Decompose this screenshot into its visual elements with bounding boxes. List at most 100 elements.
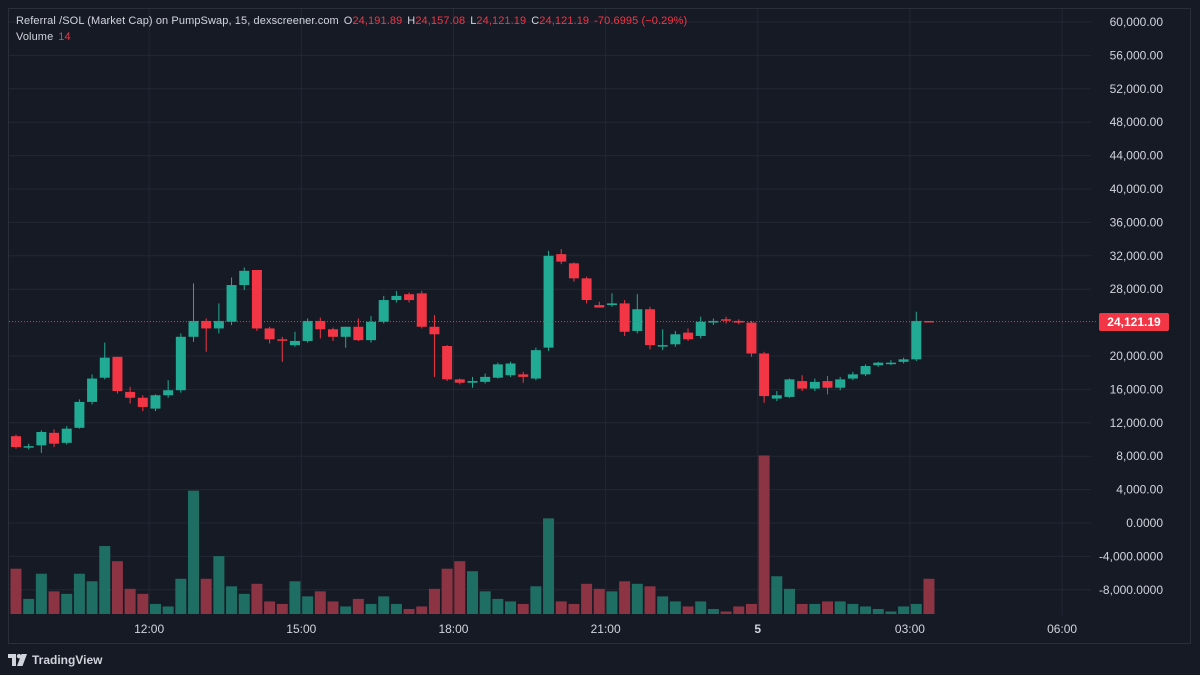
volume-bar	[73, 573, 85, 614]
volume-bar	[213, 556, 225, 614]
price-tick-label: 20,000.00	[1110, 349, 1164, 363]
volume-bar	[898, 606, 910, 614]
candle-body	[632, 309, 643, 331]
volume-bar	[822, 601, 834, 614]
low-key: L	[470, 15, 477, 27]
volume-bar	[733, 606, 745, 614]
price-axis[interactable]: 60,000.00 56,000.00 52,000.00 48,000.00 44,0…	[1099, 15, 1163, 597]
candle-body	[543, 255, 554, 348]
candle-body	[873, 362, 884, 366]
candle-body	[61, 428, 72, 443]
price-tick-label: 52,000.00	[1110, 82, 1164, 96]
volume-bar	[86, 581, 98, 614]
candle-body	[454, 379, 465, 383]
volume-bar	[619, 581, 631, 614]
close-key: C	[531, 15, 540, 27]
volume-bar	[771, 576, 783, 614]
candle-body	[264, 328, 275, 340]
candle-body	[328, 329, 338, 337]
volume-bar	[124, 588, 136, 614]
candle-body	[289, 340, 300, 346]
candle-body	[150, 395, 161, 409]
price-tick-label: 60,000.00	[1110, 15, 1164, 29]
candle-body	[188, 320, 199, 337]
candle-body	[505, 363, 516, 376]
volume-legend: Volume 14	[16, 31, 71, 43]
candle-body	[163, 390, 174, 396]
volume-bar	[847, 603, 859, 614]
volume-bar	[99, 546, 111, 614]
volume-bar	[226, 586, 238, 614]
candle-body	[860, 366, 871, 375]
volume-bar	[568, 603, 580, 614]
candle-body	[23, 446, 34, 448]
volume-bar	[10, 568, 22, 614]
candle-body	[771, 395, 782, 399]
volume-bar	[23, 598, 35, 614]
volume-bar	[175, 578, 187, 614]
candle-body	[695, 321, 706, 336]
candle-body	[239, 270, 250, 286]
price-tick-label: 44,000.00	[1110, 149, 1164, 163]
volume-bar	[720, 611, 732, 614]
candle-body	[226, 285, 237, 322]
open-key: O	[343, 15, 353, 27]
volume-bar	[505, 601, 517, 614]
volume-bar	[758, 455, 770, 614]
candle-body	[683, 332, 694, 340]
volume-bar	[657, 596, 669, 614]
volume-bar	[809, 603, 821, 614]
time-axis[interactable]: 12:00 15:00 18:00 21:00 5 03:00 06:00	[134, 622, 1077, 636]
price-tick-label: -8,000.0000	[1099, 583, 1163, 597]
candle-body	[809, 381, 820, 389]
candle-body	[125, 391, 136, 398]
volume-bar	[111, 561, 123, 614]
candle-body	[442, 345, 453, 380]
volume-bar	[352, 598, 364, 614]
grid-lines	[9, 9, 1091, 615]
candle-body	[429, 326, 440, 335]
candle-body	[99, 357, 110, 378]
volume-bar	[276, 603, 288, 614]
volume-bar	[416, 606, 428, 614]
candle-body	[492, 364, 503, 378]
volume-bar	[403, 608, 415, 614]
price-tick-label: 32,000.00	[1110, 249, 1164, 263]
candle-body	[467, 381, 478, 383]
high-value: 24,157.08	[415, 15, 466, 27]
candle-body	[302, 320, 313, 341]
candle-body	[784, 379, 795, 397]
candle-body	[366, 321, 377, 341]
candle-body	[480, 376, 491, 382]
volume-bar	[834, 601, 846, 614]
volume-bar	[644, 586, 656, 614]
candlesticks	[11, 249, 934, 453]
price-tick-label: 16,000.00	[1110, 382, 1164, 396]
candle-body	[518, 374, 529, 377]
candle-body	[213, 320, 224, 329]
candle-body	[581, 278, 592, 301]
close-value: 24,121.19	[539, 15, 590, 27]
volume-bar	[543, 518, 555, 614]
last-price-label: 24,121.19	[1099, 313, 1169, 331]
candle-body	[49, 432, 60, 444]
volume-bar	[35, 573, 47, 614]
candle-body	[797, 381, 808, 389]
volume-bar	[872, 608, 884, 614]
volume-bar	[707, 608, 719, 614]
candle-body	[657, 345, 668, 347]
candle-body	[885, 362, 896, 365]
volume-bar	[365, 603, 377, 614]
volume-bar	[289, 581, 301, 614]
volume-bar	[593, 588, 605, 614]
candle-body	[11, 436, 21, 448]
volume-bar	[188, 490, 200, 614]
price-tick-label: 4,000.00	[1116, 483, 1163, 497]
volume-bar	[492, 598, 504, 614]
time-tick-label: 12:00	[134, 622, 164, 636]
candle-body	[594, 305, 605, 308]
tradingview-logo-text: TradingView	[32, 653, 103, 667]
tradingview-logo[interactable]: TradingView	[8, 651, 102, 669]
